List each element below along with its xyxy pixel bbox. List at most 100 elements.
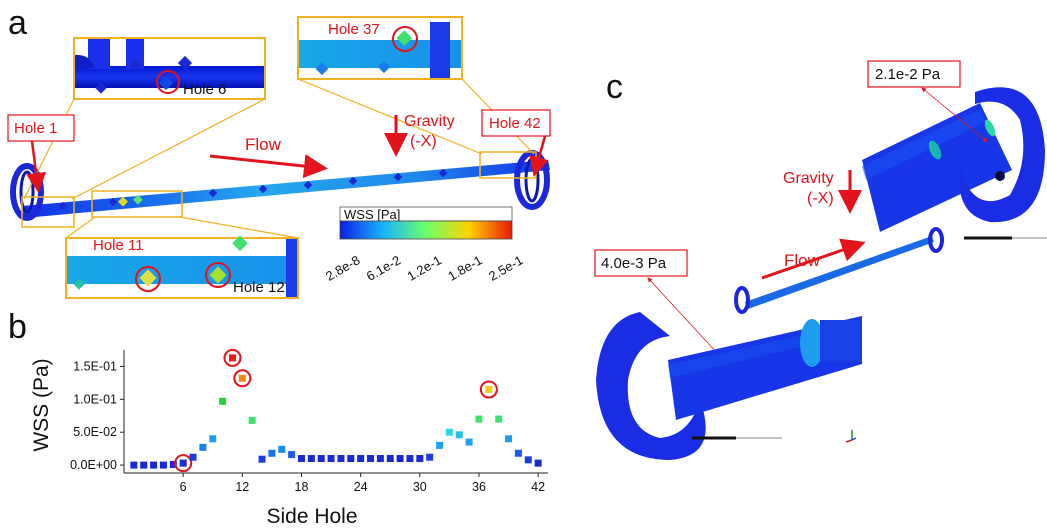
- data-point: [514, 449, 522, 457]
- panel-c: c 2.1e-2 Pa Gravity (-X) Flow: [594, 60, 1047, 460]
- y-tick-label: 0.0E+00: [70, 458, 117, 472]
- gravity-axis-c: (-X): [807, 190, 834, 207]
- panel-letter-c: c: [606, 68, 623, 106]
- flow-indicator-a: Flow: [209, 135, 328, 179]
- colorbar-tick-label: 1.2e-1: [405, 252, 444, 283]
- data-point: [485, 385, 493, 393]
- data-point: [179, 459, 187, 467]
- x-tick-label: 6: [180, 480, 187, 494]
- hole12-marker: [205, 262, 231, 288]
- data-point: [140, 461, 148, 469]
- gravity-axis-a: (-X): [410, 133, 437, 150]
- data-point: [189, 453, 197, 461]
- data-point: [426, 453, 434, 461]
- data-point: [297, 455, 305, 463]
- data-point: [406, 455, 414, 463]
- value-top-label: 2.1e-2 Pa: [875, 66, 941, 83]
- value-bottom-label: 4.0e-3 Pa: [601, 255, 667, 272]
- highlight-circle: [223, 348, 242, 367]
- hole1-label: Hole 1: [14, 120, 57, 137]
- data-point: [159, 461, 167, 469]
- y-tick-label: 1.0E-01: [73, 392, 117, 406]
- y-tick-label: 1.5E-01: [73, 359, 117, 373]
- panel-letter-b: b: [8, 308, 27, 346]
- x-tick-label: 12: [235, 480, 249, 494]
- zoom-view-inlet: [596, 312, 862, 460]
- data-point: [475, 415, 483, 423]
- data-point: [317, 455, 325, 463]
- data-point: [130, 461, 138, 469]
- data-point: [268, 449, 276, 457]
- data-point: [327, 455, 335, 463]
- hole11-label: Hole 11: [93, 237, 144, 254]
- wss-side-hole-chart: 0.0E+00 5.0E-02 1.0E-01 1.5E-01 6 12 18 24 30 36 4…: [70, 348, 548, 494]
- data-point: [386, 455, 394, 463]
- highlight-box-hole1-6: [21, 196, 75, 228]
- x-tick-label: 18: [295, 480, 309, 494]
- data-point: [307, 455, 315, 463]
- value-callout-top: 2.1e-2 Pa: [867, 60, 987, 142]
- data-point: [278, 445, 286, 453]
- data-point: [357, 455, 365, 463]
- colorbar-tick-label: 6.1e-2: [364, 252, 403, 283]
- hole42-label: Hole 42: [489, 115, 541, 132]
- colorbar-tick-label: 2.5e-1: [486, 252, 525, 283]
- gravity-indicator-a: Gravity (-X): [384, 113, 455, 157]
- inset-hole11-12: Hole 11 Hole 12: [65, 235, 299, 299]
- hole6-label: Hole 6: [183, 81, 226, 98]
- highlight-box-hole11-12: [91, 190, 183, 218]
- panel-letter-a: a: [8, 4, 27, 42]
- data-point: [228, 354, 236, 362]
- y-tick-label: 5.0E-02: [73, 425, 117, 439]
- data-point: [524, 456, 532, 464]
- x-tick-label: 42: [531, 480, 545, 494]
- chart-ylabel: WSS (Pa): [30, 358, 53, 451]
- gravity-indicator-c: Gravity (-X): [783, 170, 862, 214]
- x-tick-label: 36: [472, 480, 486, 494]
- highlight-circle: [479, 380, 498, 399]
- zoom-view-outlet: [862, 87, 1047, 240]
- highlight-circle: [233, 369, 252, 388]
- data-point: [505, 435, 513, 443]
- data-point: [436, 441, 444, 449]
- data-point: [150, 461, 158, 469]
- data-point: [288, 451, 296, 459]
- mini-model: [734, 227, 944, 314]
- chart-xlabel: Side Hole: [266, 505, 357, 528]
- panel-b: b 0.0E+00 5.0E-02 1.0E-01 1.5E-01 6 12 18 24 30 3…: [8, 308, 548, 528]
- data-point: [455, 431, 463, 439]
- colorbar-gradient: [339, 220, 513, 240]
- axis-triad-icon: [845, 430, 857, 443]
- flow-indicator-c: Flow: [761, 238, 866, 280]
- data-point: [347, 455, 355, 463]
- data-point: [219, 397, 227, 405]
- data-point: [258, 455, 266, 463]
- hole6-marker: [156, 70, 180, 94]
- inset-hole6: Hole 6: [73, 37, 266, 100]
- hole37-label: Hole 37: [328, 21, 380, 38]
- flow-label-c: Flow: [784, 251, 821, 270]
- hole42-callout: Hole 42: [481, 109, 551, 177]
- hole1-callout: Hole 1: [7, 114, 75, 193]
- x-tick-label: 30: [413, 480, 427, 494]
- data-point: [367, 455, 375, 463]
- data-point: [376, 455, 384, 463]
- data-point: [238, 374, 246, 382]
- data-point: [337, 455, 345, 463]
- colorbar-tick-label: 2.8e-8: [323, 252, 362, 283]
- inset-hole37: Hole 37: [297, 16, 463, 80]
- data-point: [416, 455, 424, 463]
- x-tick-label: 24: [354, 480, 368, 494]
- data-point: [465, 438, 473, 446]
- hole12-label: Hole 12: [233, 279, 285, 296]
- data-point: [199, 443, 207, 451]
- data-point: [534, 459, 542, 467]
- data-point: [248, 416, 256, 424]
- highlight-circle: [174, 454, 193, 473]
- colorbar-title: WSS [Pa]: [344, 207, 400, 222]
- flow-label-a: Flow: [245, 135, 282, 154]
- panel-a: a: [7, 4, 551, 299]
- data-point: [396, 455, 404, 463]
- colorbar: WSS [Pa] 2.8e-8 6.1e-2 1.2e-1 1.8e-1 2.5e-1: [323, 206, 525, 284]
- data-point: [169, 460, 177, 468]
